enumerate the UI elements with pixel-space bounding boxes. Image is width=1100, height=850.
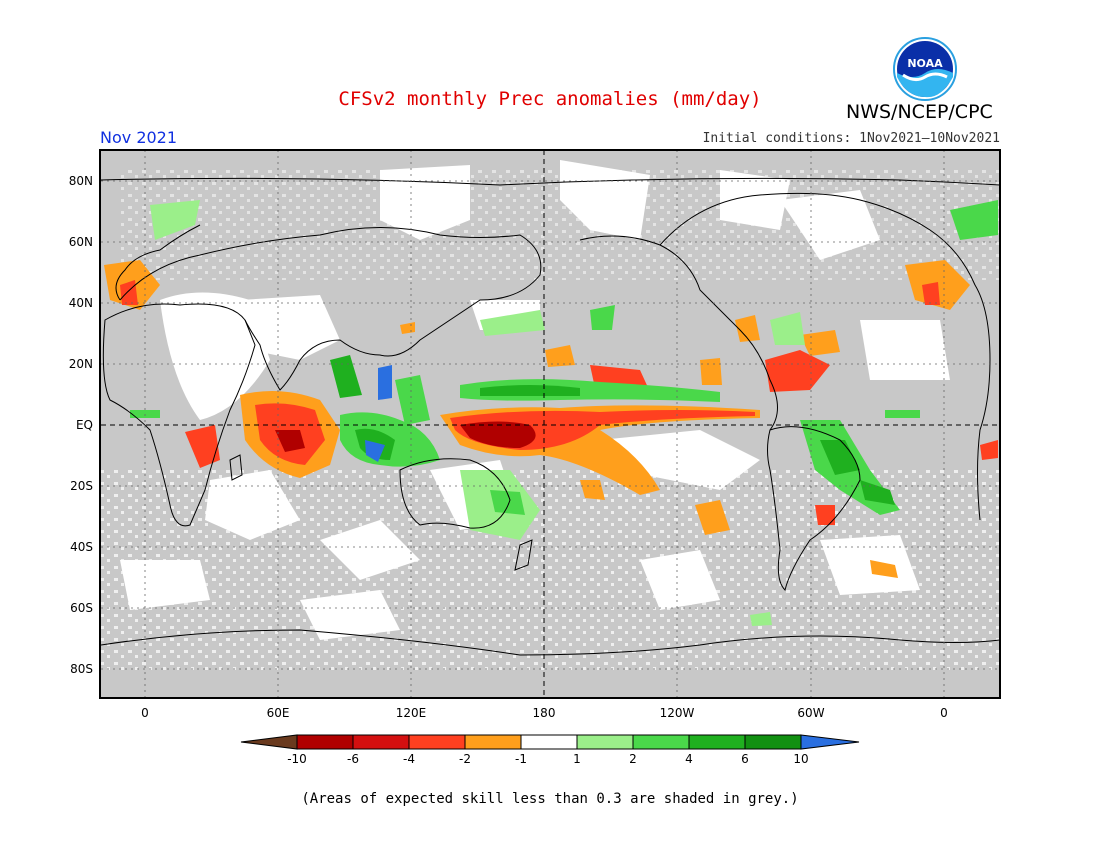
colorbar-tick: -4	[403, 752, 415, 766]
colorbar-tick: -1	[515, 752, 527, 766]
lat-label: 20N	[69, 357, 93, 371]
lon-label: 120W	[660, 706, 695, 720]
colorbar-tick: 6	[741, 752, 749, 766]
colorbar-swatch	[408, 734, 466, 750]
svg-text:NOAA: NOAA	[907, 57, 943, 70]
agency-label: NWS/NCEP/CPC	[846, 101, 993, 123]
lon-label: 60E	[267, 706, 290, 720]
lon-label: 60W	[797, 706, 824, 720]
colorbar-tick: 10	[793, 752, 808, 766]
colorbar-labels: -10 -6 -4 -2 -1 1 2 4 6 10	[287, 752, 808, 766]
colorbar-swatch	[576, 734, 634, 750]
skill-footnote: (Areas of expected skill less than 0.3 a…	[301, 791, 799, 807]
lon-label: 0	[141, 706, 149, 720]
lat-label: 40N	[69, 296, 93, 310]
colorbar-swatch	[296, 734, 354, 750]
forecast-month: Nov 2021	[100, 128, 178, 147]
map-frame	[99, 149, 1001, 699]
dry-anomalies	[104, 260, 998, 578]
lat-label: 80N	[69, 174, 93, 188]
noaa-logo: NOAA	[893, 37, 957, 101]
colorbar-swatch	[240, 734, 298, 750]
lat-label: 60N	[69, 235, 93, 249]
colorbar	[240, 734, 860, 750]
colorbar-swatch	[800, 734, 860, 750]
lat-axis: 80N 60N 40N 20N EQ 20S 40S 60S 80S	[69, 174, 93, 676]
coastlines	[101, 177, 1000, 656]
colorbar-tick: 2	[629, 752, 637, 766]
colorbar-swatch	[464, 734, 522, 750]
colorbar-tick: 4	[685, 752, 693, 766]
wet-anomalies	[130, 200, 998, 626]
colorbar-tick: 1	[573, 752, 581, 766]
colorbar-swatch	[352, 734, 410, 750]
colorbar-tick: -6	[347, 752, 359, 766]
lon-label: 120E	[396, 706, 427, 720]
lat-label: 80S	[70, 662, 93, 676]
lon-axis: 0 60E 120E 180 120W 60W 0	[141, 706, 948, 720]
colorbar-tick: -10	[287, 752, 307, 766]
colorbar-swatch	[520, 734, 578, 750]
lat-label: 60S	[70, 601, 93, 615]
chart-title: CFSv2 monthly Prec anomalies (mm/day)	[338, 88, 762, 110]
lat-label: 20S	[70, 479, 93, 493]
lon-label: 180	[533, 706, 556, 720]
graticule	[101, 150, 1000, 698]
initial-conditions: Initial conditions: 1Nov2021—10Nov2021	[702, 131, 1000, 146]
colorbar-swatch	[632, 734, 690, 750]
colorbar-swatch	[688, 734, 746, 750]
lat-label: EQ	[76, 418, 93, 432]
colorbar-tick: -2	[459, 752, 471, 766]
lat-label: 40S	[70, 540, 93, 554]
colorbar-swatch	[744, 734, 802, 750]
lon-label: 0	[940, 706, 948, 720]
map-field	[101, 150, 1000, 698]
